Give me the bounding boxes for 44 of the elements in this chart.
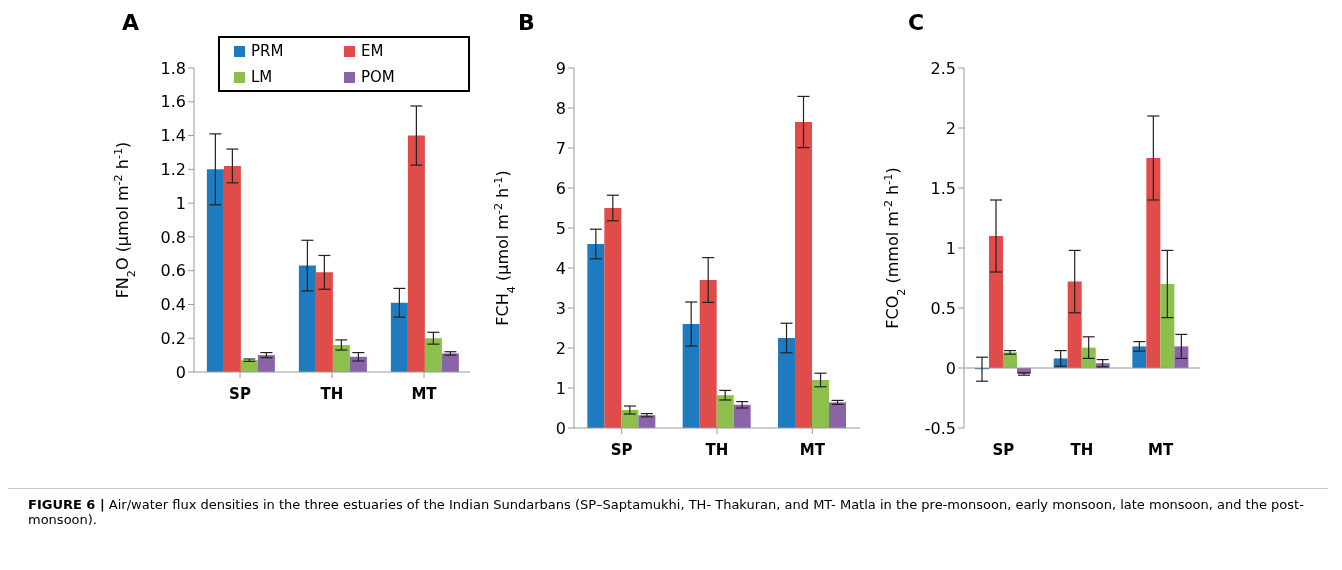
x-tick-label: SP	[229, 384, 251, 403]
y-tick-label: 7	[555, 138, 566, 158]
y-tick-label: 9	[555, 58, 566, 78]
y-tick-label: 1.2	[160, 160, 186, 180]
x-tick-label: MT	[411, 384, 438, 403]
x-tick-label: TH	[705, 440, 729, 459]
x-tick-label: TH	[1070, 440, 1094, 459]
y-tick-label: 2	[945, 118, 956, 138]
x-tick-label: TH	[320, 384, 344, 403]
x-tick-label: MT	[799, 440, 826, 459]
y-tick-label: 0.4	[160, 295, 186, 315]
legend-label: POM	[361, 68, 395, 86]
y-tick-label: 0.2	[160, 328, 186, 348]
y-tick-label: -0.5	[924, 418, 956, 438]
x-tick-label: SP	[610, 440, 633, 459]
y-tick-label: 1	[175, 193, 186, 213]
y-tick-label: 8	[555, 98, 566, 118]
y-tick-label: 1.6	[160, 92, 186, 112]
y-tick-label: 4	[555, 258, 566, 278]
y-tick-label: 0	[555, 418, 566, 438]
y-tick-label: 0	[945, 358, 956, 378]
y-tick-label: 0.8	[160, 227, 186, 247]
legend-label: LM	[251, 68, 273, 86]
y-tick-label: 0	[175, 362, 186, 382]
legend-label: EM	[361, 42, 384, 60]
y-tick-label: 1.8	[160, 58, 186, 78]
y-tick-label: 0.6	[160, 261, 186, 281]
y-tick-label: 3	[555, 298, 566, 318]
chart-title: B	[518, 10, 535, 35]
y-tick-label: 2	[555, 338, 566, 358]
y-tick-label: 1.4	[160, 126, 186, 146]
x-tick-label: SP	[992, 440, 1015, 459]
chart-title: C	[908, 10, 925, 35]
y-tick-label: 1	[945, 238, 956, 258]
x-tick-label: MT	[1148, 440, 1175, 459]
y-tick-label: 2.5	[930, 58, 956, 78]
y-tick-label: 1	[555, 378, 566, 398]
caption: FIGURE 6 | Air/water flux densities in the three estuaries of the Indian Sundarbans (SP–Saptamukhi, TH- Thakuran, and MT- Matla in the pre-monsoon, early monsoon, late monsoon, and the post-monsoon).	[8, 488, 1328, 527]
y-tick-label: 6	[555, 178, 566, 198]
y-tick-label: 5	[555, 218, 566, 238]
chart-title: A	[122, 10, 140, 35]
y-tick-label: 1.5	[930, 178, 956, 198]
y-tick-label: 0.5	[930, 298, 956, 318]
legend-label: PRM	[251, 42, 284, 60]
